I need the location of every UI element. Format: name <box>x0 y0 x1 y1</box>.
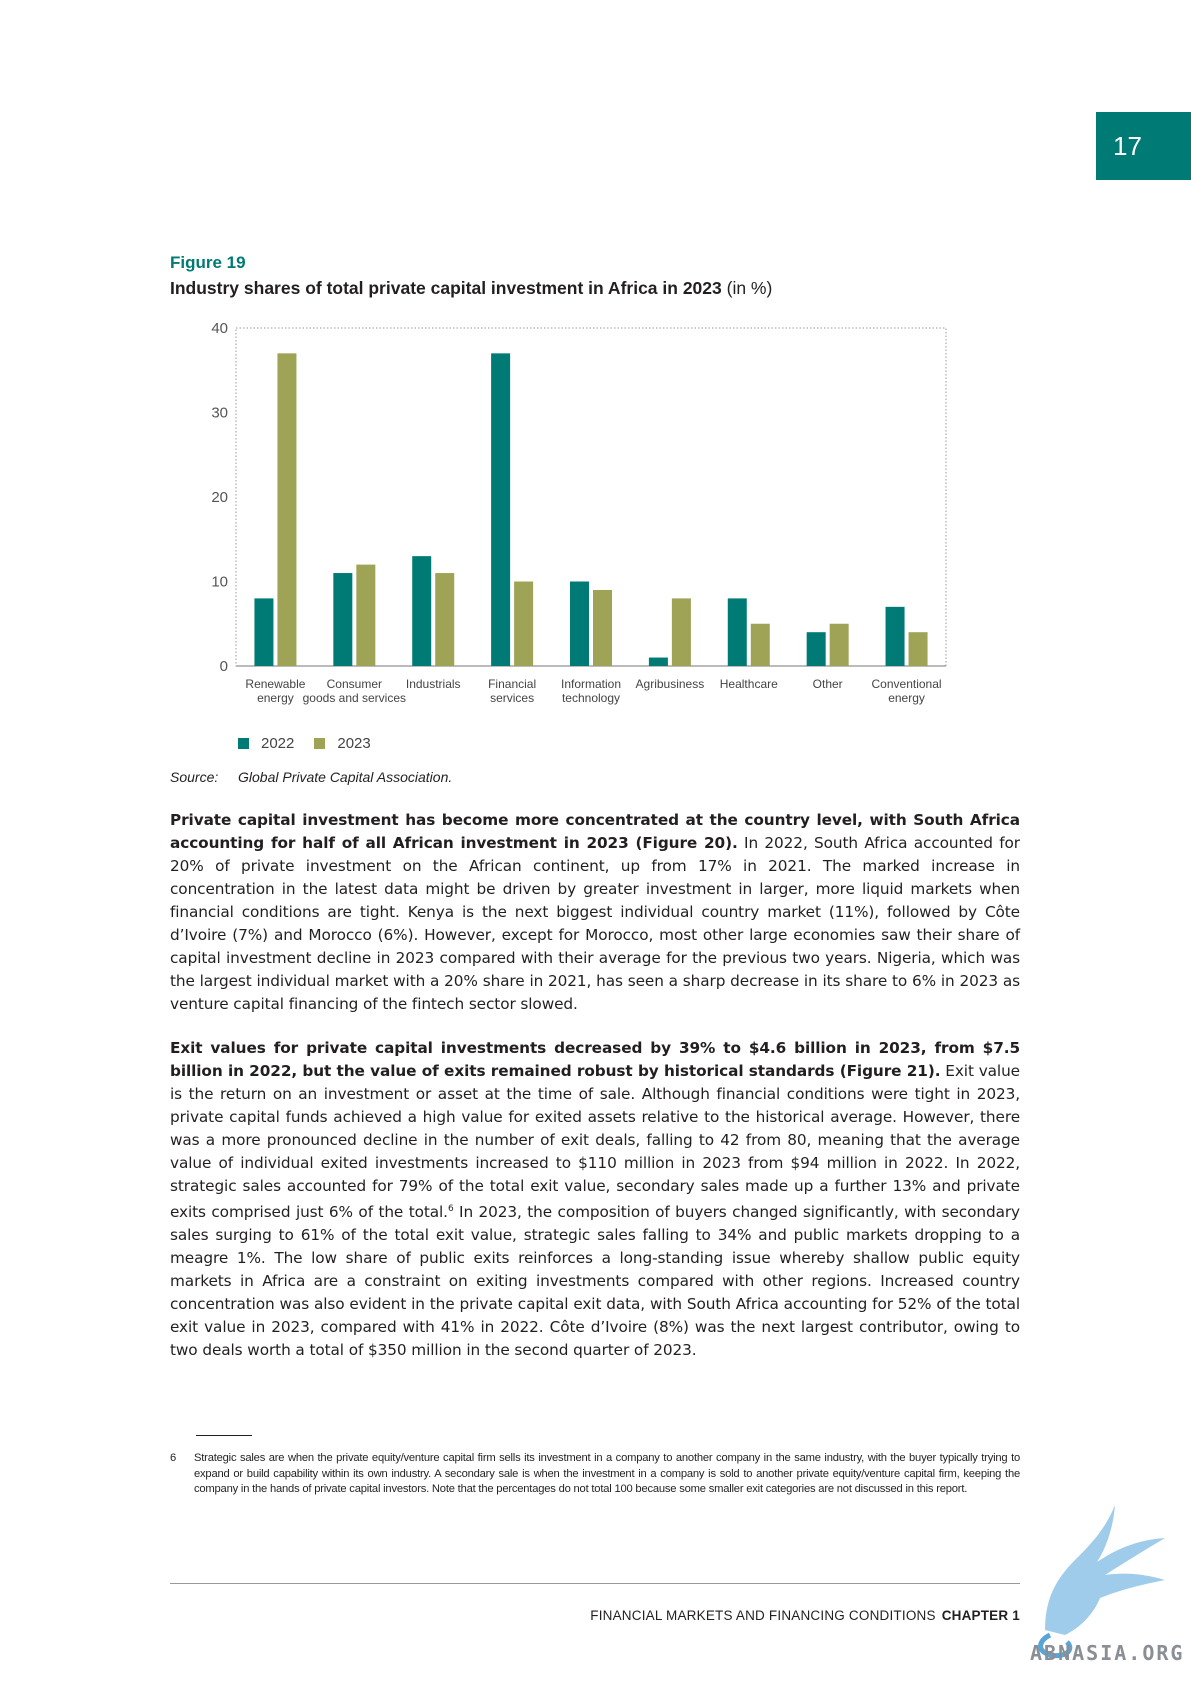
legend-label-2022: 2022 <box>261 734 295 752</box>
x-tick-label: Conventional <box>872 677 942 691</box>
x-tick-label: Other <box>813 677 843 691</box>
footnote-divider <box>196 1435 252 1436</box>
running-footer: FINANCIAL MARKETS AND FINANCING CONDITIO… <box>590 1608 1020 1623</box>
body-paragraph-2: Exit values for private capital investme… <box>170 1037 1020 1362</box>
x-tick-label: Renewable <box>245 677 305 691</box>
x-tick-label: energy <box>257 691 294 705</box>
y-tick-label: 40 <box>211 320 228 337</box>
x-tick-label: Agribusiness <box>636 677 705 691</box>
p1-lead: Private capital investment has become mo… <box>170 811 1020 852</box>
plot-frame <box>235 327 947 667</box>
figure-title-unit: (in %) <box>721 278 773 298</box>
footnote-text: Strategic sales are when the private equ… <box>194 1452 1020 1495</box>
p2-lead: Exit values for private capital investme… <box>170 1039 1020 1080</box>
y-tick-label: 20 <box>211 489 228 506</box>
y-tick-label: 30 <box>211 405 228 422</box>
x-tick-label: Financial <box>488 677 536 691</box>
bar-2023 <box>750 623 770 666</box>
body-paragraph-1: Private capital investment has become mo… <box>170 809 1020 1016</box>
x-tick-label: services <box>490 691 534 705</box>
x-tick-label: Healthcare <box>720 677 778 691</box>
bar-2023 <box>829 623 849 666</box>
chart-legend: 2022 2023 <box>238 733 371 753</box>
page-number: 17 <box>1113 130 1142 161</box>
bar-2023 <box>671 598 691 666</box>
x-tick-label: technology <box>562 691 620 705</box>
bar-2023 <box>356 564 376 666</box>
figure-source: Source: Global Private Capital Associati… <box>170 769 452 785</box>
legend-swatch-2022 <box>238 737 249 749</box>
bar-2022 <box>254 598 274 666</box>
bar-2023 <box>514 581 534 666</box>
p2-text-a: Exit value is the return on an investmen… <box>170 1062 1020 1222</box>
bar-2022 <box>333 573 353 666</box>
footnote: 6 Strategic sales are when the private e… <box>170 1451 1020 1498</box>
bar-2023 <box>435 573 455 666</box>
x-tick-label: Information <box>561 677 621 691</box>
x-tick-label: Consumer <box>327 677 382 691</box>
bar-2022 <box>648 657 668 666</box>
watermark-text: ABNASIA.ORG <box>1030 1641 1185 1665</box>
figure-title: Industry shares of total private capital… <box>170 278 772 299</box>
bar-2023 <box>908 632 928 666</box>
bar-2022 <box>412 556 432 666</box>
x-tick-label: energy <box>888 691 925 705</box>
bar-2023 <box>593 589 612 666</box>
bar-2022 <box>570 581 589 666</box>
bar-2022 <box>806 632 826 666</box>
legend-label-2023: 2023 <box>337 734 371 752</box>
bar-2022 <box>727 598 747 666</box>
footer-chapter: CHAPTER 1 <box>941 1608 1020 1623</box>
bar-2022 <box>885 606 905 666</box>
figure-title-main: Industry shares of total private capital… <box>170 278 722 298</box>
legend-item-2023: 2023 <box>314 734 371 752</box>
source-value: Global Private Capital Association. <box>238 769 453 785</box>
x-tick-label: goods and services <box>303 691 406 705</box>
footer-divider <box>170 1583 1020 1584</box>
bar-2022 <box>491 353 511 666</box>
footer-section: FINANCIAL MARKETS AND FINANCING CONDITIO… <box>590 1608 936 1623</box>
p2-text-b: In 2023, the composition of buyers chang… <box>170 1203 1020 1360</box>
y-tick-label: 10 <box>211 574 228 591</box>
bar-2023 <box>277 353 297 666</box>
footnote-ref: 6 <box>447 1204 454 1214</box>
y-tick-label: 0 <box>220 658 228 675</box>
source-key: Source: <box>170 769 219 785</box>
bird-logo-icon <box>1038 1505 1165 1659</box>
page-number-tab: 17 <box>1096 112 1191 180</box>
footnote-number: 6 <box>170 1452 177 1464</box>
p1-text: In 2022, South Africa accounted for 20% … <box>170 834 1020 1013</box>
x-tick-label: Industrials <box>406 677 461 691</box>
figure-label: Figure 19 <box>170 253 246 272</box>
legend-item-2022: 2022 <box>238 735 294 752</box>
legend-swatch-2023 <box>314 737 326 749</box>
